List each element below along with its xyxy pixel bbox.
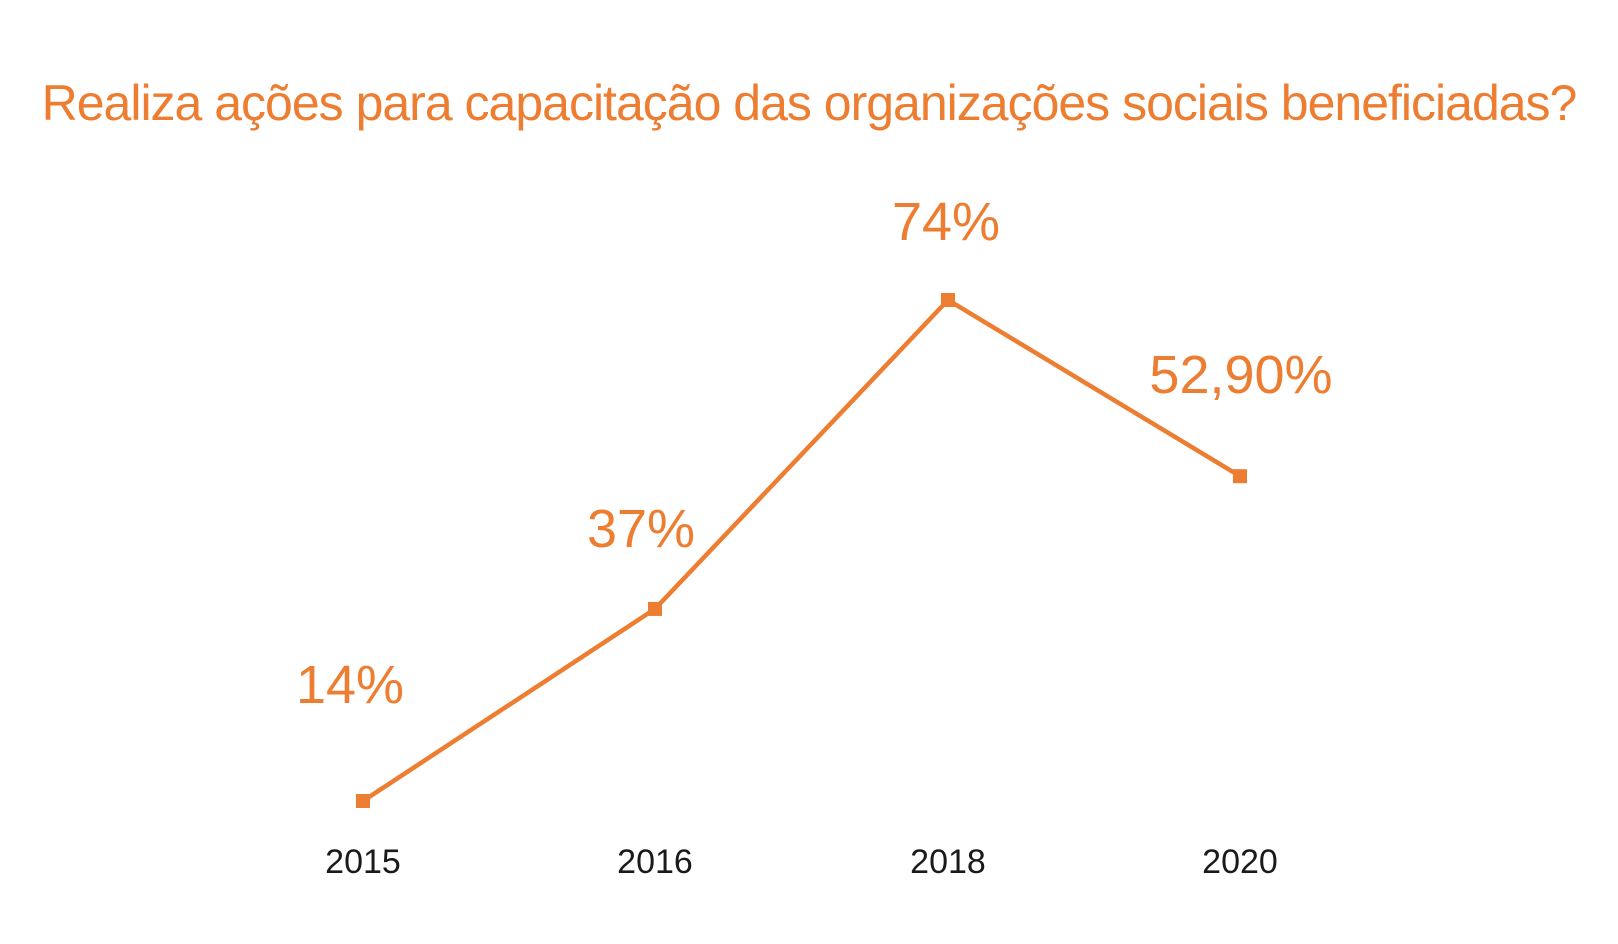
data-point-marker (356, 794, 370, 808)
x-tick-label: 2020 (1202, 843, 1278, 881)
data-point-marker (648, 601, 662, 616)
x-tick-label: 2016 (617, 843, 693, 881)
data-point-marker (941, 293, 955, 307)
chart-title: Realiza ações para capacitação das organ… (41, 75, 1578, 131)
x-tick-label: 2018 (910, 843, 986, 881)
x-tick-label: 2015 (325, 843, 401, 881)
data-point-marker (1233, 469, 1247, 484)
data-label: 52,90% (1149, 345, 1332, 405)
data-label: 74% (892, 192, 1000, 252)
data-label: 37% (587, 499, 695, 559)
data-label: 14% (296, 655, 404, 715)
series-line (361, 297, 1242, 803)
